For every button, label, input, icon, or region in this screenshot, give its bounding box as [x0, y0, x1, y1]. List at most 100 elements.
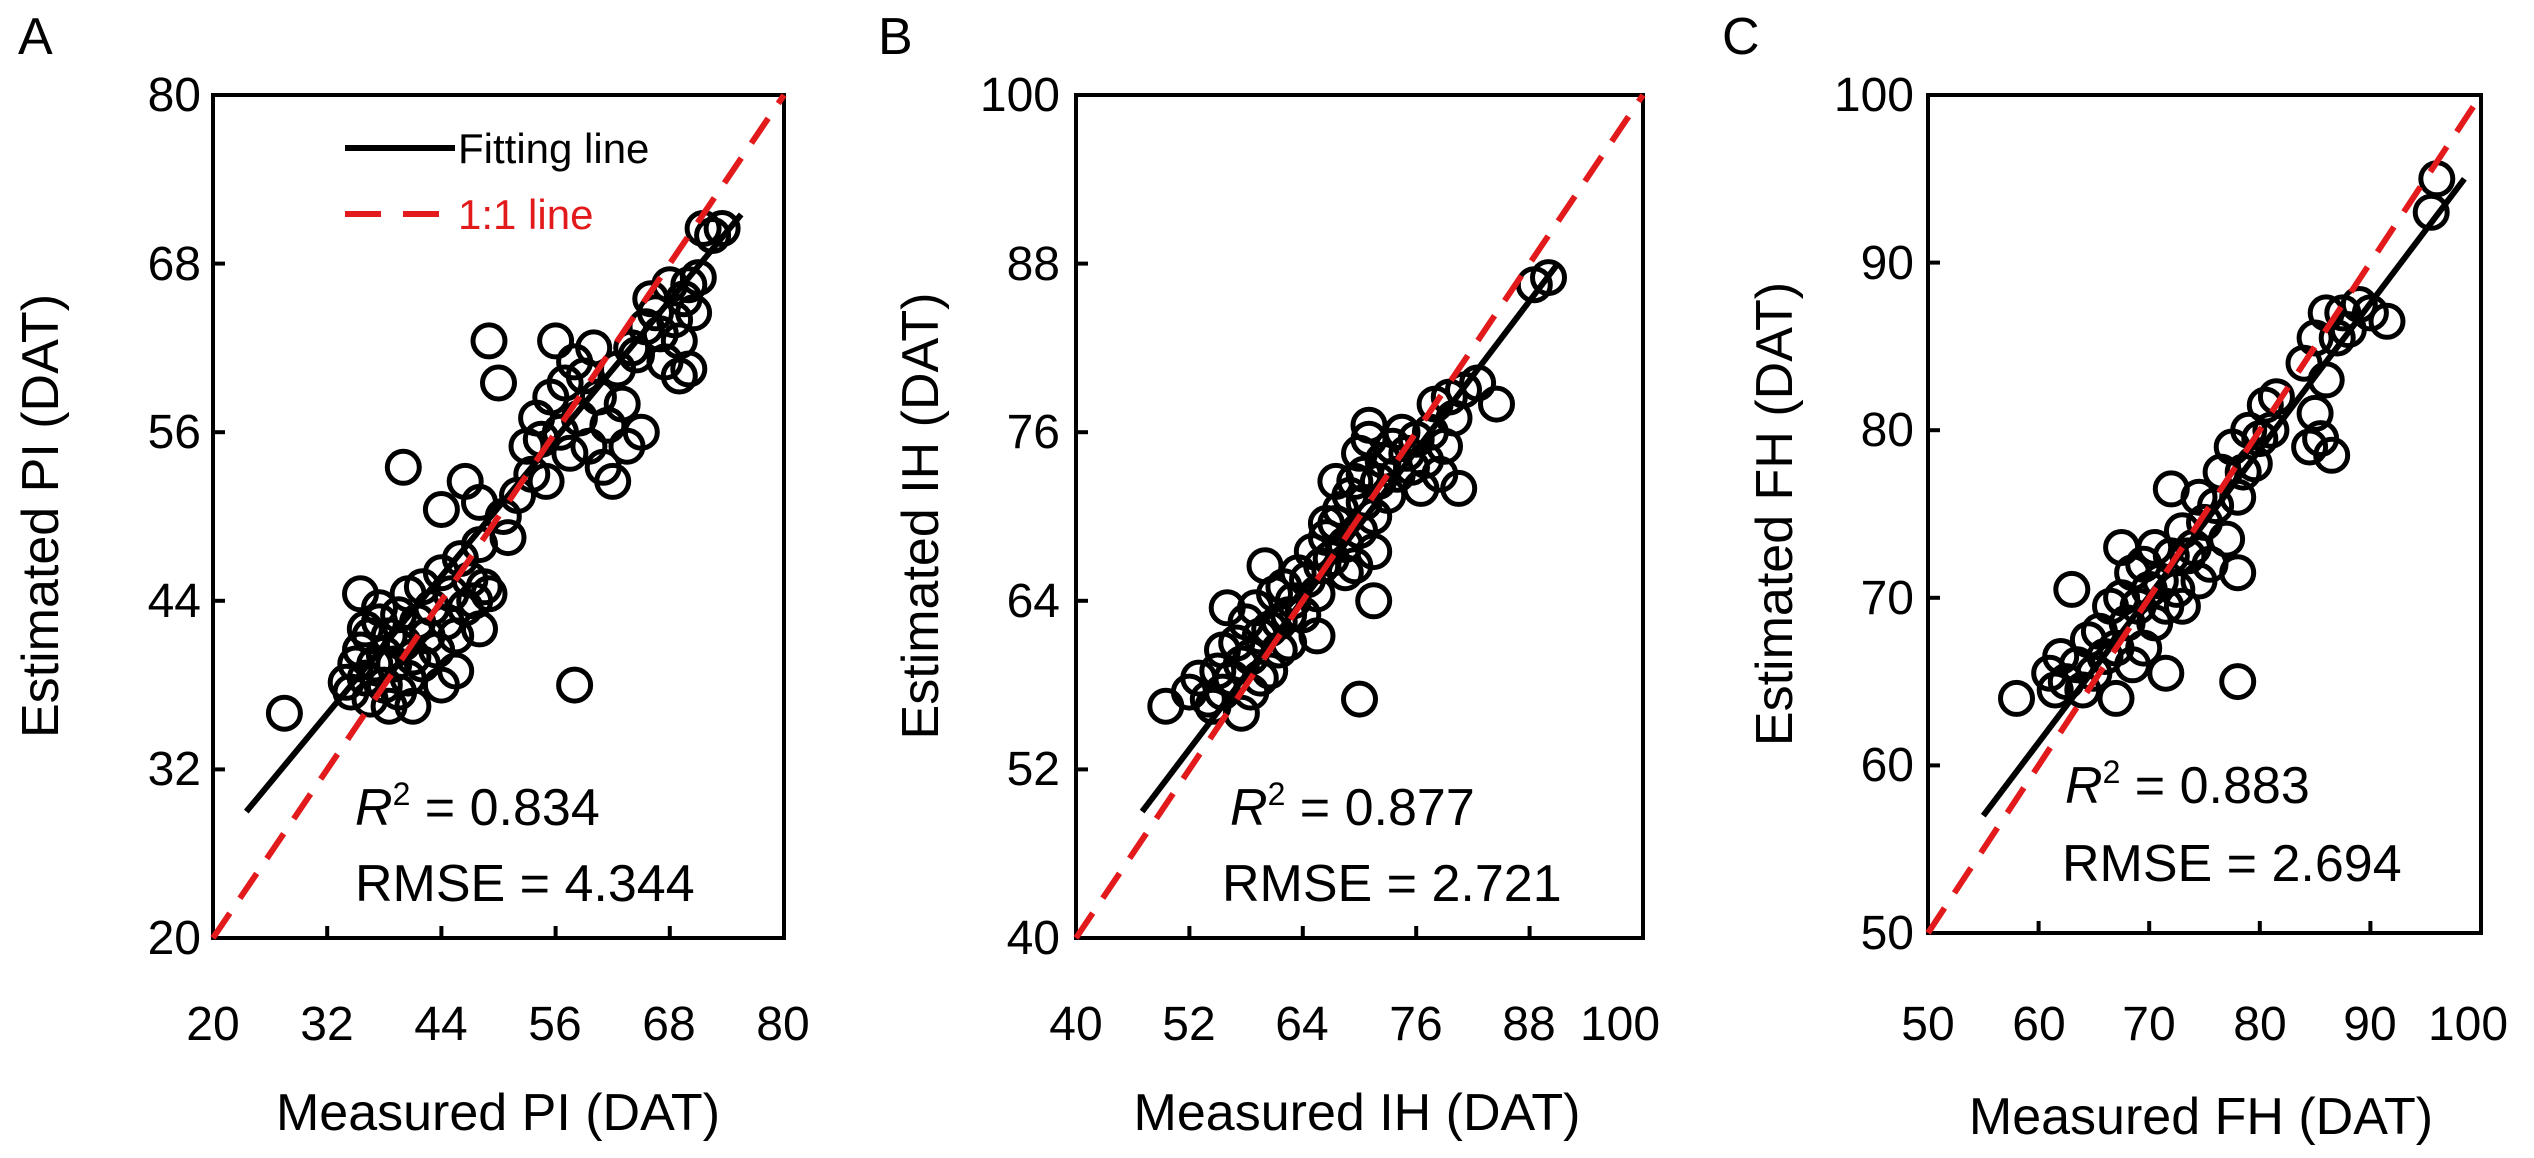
- y-tick-label: 80: [148, 69, 201, 122]
- y-tick-label: 100: [1834, 69, 1914, 122]
- x-tick-label: 80: [756, 998, 809, 1051]
- x-tick-label: 68: [642, 998, 695, 1051]
- rmse-stat: RMSE = 2.694: [2062, 835, 2402, 893]
- data-point: [2224, 453, 2262, 491]
- data-point: [2235, 445, 2273, 483]
- data-point: [2313, 436, 2351, 474]
- panel-a: A 20 32 44 56 68 80 20 32 44 56 68 80 Me…: [12, 8, 810, 1142]
- data-point: [1998, 679, 2035, 717]
- legend-fit-label: Fitting line: [458, 125, 649, 172]
- y-tick-label: 76: [1007, 406, 1060, 459]
- data-point: [1350, 406, 1388, 444]
- data-point: [670, 350, 708, 388]
- data-point: [551, 434, 589, 472]
- fitting-line: [1980, 176, 2467, 818]
- fitting-line: [243, 212, 744, 814]
- data-point: [470, 322, 508, 360]
- y-tick-label: 50: [1861, 907, 1914, 960]
- x-tick-labels: 50 60 70 80 90 100: [1901, 998, 2508, 1051]
- y-tick-labels: 50 60 70 80 90 100: [1834, 69, 1914, 960]
- data-point: [470, 575, 508, 613]
- scatter-points: [1147, 259, 1567, 732]
- data-point: [670, 266, 708, 304]
- r2-stat: R2 = 0.877: [1230, 776, 1475, 837]
- data-point: [2147, 654, 2185, 692]
- data-point: [1298, 617, 1336, 655]
- x-tick-label: 20: [186, 998, 239, 1051]
- y-tick-labels: 20 32 44 56 68 80: [148, 69, 201, 965]
- y-axis-title: Estimated PI (DAT): [12, 294, 70, 738]
- data-point: [622, 413, 660, 451]
- x-tick-label: 44: [414, 998, 467, 1051]
- data-point: [394, 687, 432, 725]
- data-point: [1326, 554, 1364, 592]
- x-axis-title: Measured IH (DAT): [1134, 1084, 1581, 1142]
- plot-frame: [1926, 93, 2483, 935]
- r2-stat: R2 = 0.834: [355, 776, 600, 837]
- data-point: [2257, 378, 2295, 416]
- y-axis-title: Estimated FH (DAT): [1746, 282, 1804, 746]
- x-tick-label: 40: [1049, 998, 1102, 1051]
- data-point: [1307, 505, 1345, 542]
- data-point: [2296, 394, 2334, 432]
- data-point: [527, 462, 565, 500]
- x-tick-label: 88: [1502, 998, 1555, 1051]
- data-point: [2318, 319, 2356, 357]
- data-point: [2163, 587, 2201, 625]
- data-point: [575, 329, 613, 367]
- data-point: [365, 635, 403, 673]
- y-tick-label: 32: [148, 743, 201, 796]
- x-tick-label: 32: [300, 998, 353, 1051]
- rmse-stat: RMSE = 4.344: [355, 855, 695, 913]
- data-point: [1336, 462, 1374, 500]
- data-point: [637, 294, 674, 332]
- legend-one-to-one-label: 1:1 line: [458, 191, 593, 238]
- x-tick-label: 80: [2233, 998, 2286, 1051]
- legend: Fitting line 1:1 line: [345, 125, 649, 238]
- x-tick-label: 100: [1580, 998, 1660, 1051]
- data-point: [2053, 570, 2091, 608]
- data-point: [422, 491, 460, 528]
- panel-letter: C: [1722, 8, 1760, 66]
- data-point: [1147, 687, 1185, 725]
- x-axis-title: Measured FH (DAT): [1969, 1088, 2433, 1146]
- y-axis-title: Estimated IH (DAT): [892, 293, 950, 740]
- scatter-points: [265, 210, 741, 732]
- x-axis-title: Measured PI (DAT): [276, 1084, 720, 1142]
- data-point: [2246, 386, 2284, 424]
- data-point: [594, 462, 632, 500]
- tick-marks: [211, 93, 786, 940]
- x-tick-label: 50: [1901, 998, 1954, 1051]
- y-tick-label: 56: [148, 406, 201, 459]
- y-tick-labels: 40 52 64 76 88 100: [980, 69, 1060, 965]
- data-point: [1317, 462, 1355, 500]
- data-point: [265, 694, 303, 732]
- data-point: [2219, 663, 2257, 701]
- data-point: [2418, 160, 2456, 198]
- x-tick-label: 60: [2012, 998, 2065, 1051]
- data-point: [465, 568, 503, 606]
- data-point: [1336, 547, 1374, 585]
- data-point: [437, 652, 475, 690]
- panel-letter: B: [878, 8, 913, 66]
- fitting-line: [1139, 261, 1561, 814]
- y-tick-label: 20: [148, 912, 201, 965]
- panel-b: B 40 52 64 76 88 100 40 52 64 76 88 100 …: [878, 8, 1660, 1142]
- data-point: [546, 364, 584, 402]
- y-tick-label: 68: [148, 238, 201, 291]
- data-point: [1478, 385, 1515, 423]
- data-point: [2180, 562, 2218, 600]
- x-tick-label: 70: [2122, 998, 2175, 1051]
- panel-c: C 50 60 70 80 90 100 50 60 70 80 90 100 …: [1722, 8, 2508, 1146]
- data-point: [656, 301, 694, 339]
- x-tick-label: 100: [2428, 998, 2508, 1051]
- data-point: [1530, 259, 1567, 297]
- y-tick-label: 100: [980, 69, 1060, 122]
- data-point: [1355, 582, 1393, 620]
- data-point: [660, 357, 698, 395]
- y-tick-label: 70: [1861, 572, 1914, 625]
- data-point: [2208, 520, 2246, 558]
- rmse-stat: RMSE = 2.721: [1222, 855, 1562, 913]
- y-tick-label: 60: [1861, 739, 1914, 792]
